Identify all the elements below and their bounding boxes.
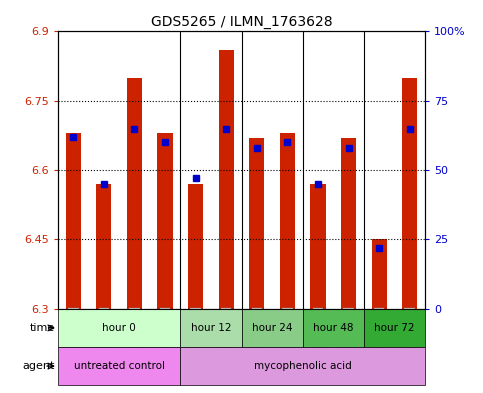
Text: hour 48: hour 48: [313, 323, 354, 333]
Text: hour 24: hour 24: [252, 323, 292, 333]
Text: GSM1133733: GSM1133733: [405, 309, 414, 360]
Text: untreated control: untreated control: [73, 361, 165, 371]
Bar: [219, 50, 234, 309]
Text: hour 12: hour 12: [191, 323, 231, 333]
Text: GSM1133729: GSM1133729: [283, 309, 292, 360]
FancyBboxPatch shape: [303, 309, 364, 347]
Title: GDS5265 / ILMN_1763628: GDS5265 / ILMN_1763628: [151, 15, 332, 29]
FancyBboxPatch shape: [242, 309, 303, 347]
Text: hour 72: hour 72: [374, 323, 415, 333]
Bar: [157, 133, 173, 309]
Bar: [402, 78, 417, 309]
Bar: [249, 138, 265, 309]
FancyBboxPatch shape: [180, 347, 425, 385]
Text: GSM1133723: GSM1133723: [99, 309, 108, 360]
Text: mycophenolic acid: mycophenolic acid: [254, 361, 352, 371]
Bar: [127, 78, 142, 309]
Bar: [280, 133, 295, 309]
Text: GSM1133724: GSM1133724: [130, 309, 139, 360]
FancyBboxPatch shape: [58, 347, 180, 385]
Bar: [371, 239, 387, 309]
FancyBboxPatch shape: [58, 309, 180, 347]
FancyBboxPatch shape: [180, 309, 242, 347]
Bar: [188, 184, 203, 309]
Bar: [311, 184, 326, 309]
Text: GSM1133726: GSM1133726: [191, 309, 200, 360]
Text: agent: agent: [23, 361, 55, 371]
Bar: [341, 138, 356, 309]
FancyBboxPatch shape: [364, 309, 425, 347]
Text: GSM1133732: GSM1133732: [375, 309, 384, 360]
Text: GSM1133728: GSM1133728: [252, 309, 261, 360]
Text: time: time: [29, 323, 55, 333]
Text: GSM1133722: GSM1133722: [69, 309, 78, 360]
Bar: [66, 133, 81, 309]
Text: GSM1133730: GSM1133730: [313, 309, 323, 360]
Text: GSM1133731: GSM1133731: [344, 309, 353, 360]
Text: GSM1133727: GSM1133727: [222, 309, 231, 360]
Bar: [96, 184, 112, 309]
Text: GSM1133725: GSM1133725: [160, 309, 170, 360]
Text: hour 0: hour 0: [102, 323, 136, 333]
